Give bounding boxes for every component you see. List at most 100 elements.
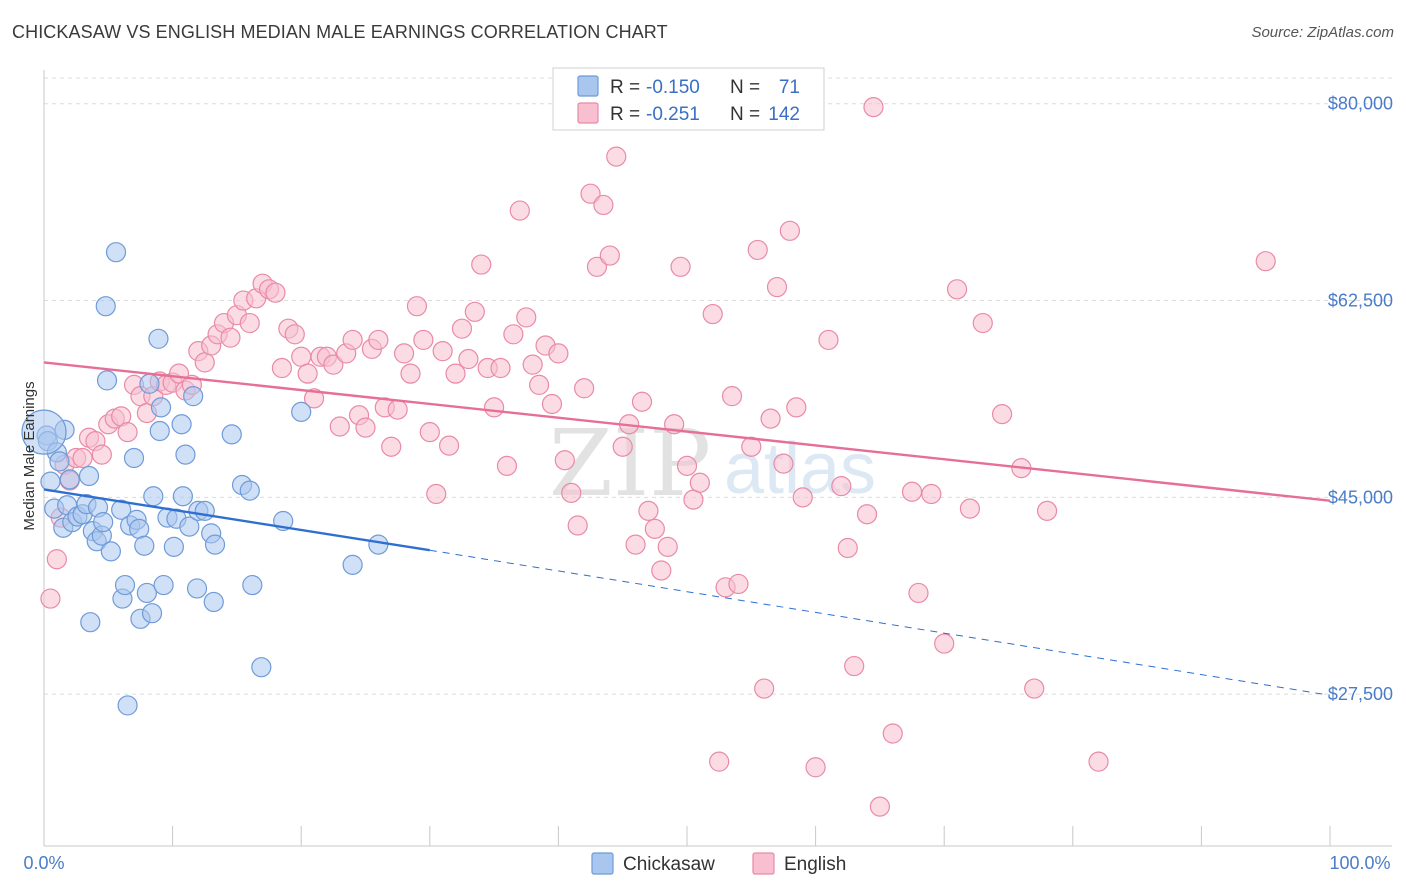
y-tick-labels: $27,500 $45,000 $62,500 $80,000 bbox=[1328, 94, 1393, 704]
english-point-129 bbox=[934, 633, 955, 654]
english-point-135 bbox=[1024, 678, 1045, 699]
chickasaw-point-48 bbox=[175, 444, 196, 465]
english-point-109 bbox=[747, 239, 768, 261]
english-point-108 bbox=[741, 436, 762, 457]
legend-swatch-english bbox=[577, 102, 599, 124]
english-point-87 bbox=[593, 194, 614, 216]
legend-r-label-english: R = bbox=[610, 104, 640, 125]
chickasaw-point-49 bbox=[179, 516, 200, 537]
english-trend-line bbox=[43, 361, 1331, 502]
english-point-67 bbox=[464, 301, 485, 322]
english-point-88 bbox=[599, 245, 620, 266]
chickasaw-series bbox=[21, 242, 389, 716]
english-point-50 bbox=[355, 417, 376, 438]
english-point-120 bbox=[837, 537, 858, 559]
chickasaw-point-35 bbox=[136, 582, 157, 604]
legend-swatch-chickasaw bbox=[577, 75, 599, 97]
legend-r-value-chickasaw: -0.150 bbox=[646, 77, 700, 98]
chickasaw-point-47 bbox=[172, 486, 193, 507]
english-point-42 bbox=[303, 388, 325, 409]
english-point-128 bbox=[921, 483, 942, 505]
chickasaw-point-15 bbox=[80, 612, 101, 633]
english-point-82 bbox=[561, 482, 582, 503]
english-point-81 bbox=[554, 450, 575, 471]
chickasaw-point-56 bbox=[204, 534, 226, 555]
english-point-114 bbox=[779, 220, 800, 241]
chickasaw-point-27 bbox=[114, 574, 136, 596]
english-point-59 bbox=[413, 329, 434, 351]
source-label: Source: ZipAtlas.com bbox=[1251, 24, 1394, 41]
english-point-90 bbox=[612, 436, 633, 457]
chickasaw-point-44 bbox=[163, 536, 184, 557]
english-point-106 bbox=[721, 386, 743, 407]
watermark: ZIP atlas bbox=[549, 410, 876, 517]
english-point-70 bbox=[484, 397, 505, 418]
trend-lines bbox=[43, 361, 1331, 696]
axes bbox=[43, 70, 1392, 847]
english-point-110 bbox=[754, 678, 775, 699]
english-point-52 bbox=[368, 329, 389, 351]
english-point-116 bbox=[792, 487, 813, 508]
english-point-137 bbox=[1088, 751, 1109, 772]
english-point-41 bbox=[297, 363, 318, 384]
chickasaw-point-60 bbox=[242, 574, 263, 596]
chickasaw-point-36 bbox=[139, 373, 160, 394]
english-point-119 bbox=[831, 476, 852, 497]
chickasaw-point-large bbox=[21, 409, 67, 455]
english-point-13 bbox=[117, 422, 138, 443]
english-point-89 bbox=[606, 146, 627, 167]
chickasaw-point-38 bbox=[143, 486, 164, 507]
english-point-61 bbox=[426, 483, 447, 505]
legend-n-label-english: N = bbox=[730, 104, 760, 125]
legend-n-label-chickasaw: N = bbox=[730, 77, 760, 98]
english-point-100 bbox=[676, 455, 698, 476]
chickasaw-point-30 bbox=[123, 447, 145, 469]
english-point-1 bbox=[46, 549, 67, 570]
english-point-25 bbox=[194, 352, 215, 373]
legend-n-value-english: 142 bbox=[768, 104, 800, 125]
english-point-103 bbox=[702, 303, 723, 325]
english-point-36 bbox=[265, 282, 286, 303]
chickasaw-point-34 bbox=[134, 535, 155, 556]
english-point-136 bbox=[1036, 500, 1058, 521]
chickasaw-point-40 bbox=[149, 420, 170, 442]
english-point-99 bbox=[670, 256, 691, 277]
chickasaw-point-65 bbox=[368, 534, 389, 555]
chickasaw-point-21 bbox=[95, 296, 116, 317]
chickasaw-point-22 bbox=[96, 370, 118, 391]
bottom-legend: Chickasaw English bbox=[591, 852, 846, 875]
english-point-66 bbox=[458, 348, 479, 370]
english-point-48 bbox=[342, 329, 363, 351]
y-tick-label-2: $62,500 bbox=[1328, 291, 1393, 311]
english-point-57 bbox=[400, 363, 421, 384]
x-tick-label-max: 100.0% bbox=[1329, 853, 1390, 873]
english-point-123 bbox=[863, 97, 884, 118]
english-point-118 bbox=[818, 329, 839, 351]
english-point-68 bbox=[471, 254, 492, 275]
chickasaw-point-41 bbox=[150, 397, 172, 418]
english-point-121 bbox=[844, 655, 865, 677]
bottom-legend-swatch-chickasaw bbox=[591, 852, 614, 875]
english-point-0 bbox=[40, 588, 61, 609]
english-point-63 bbox=[438, 435, 460, 456]
top-legend: R = -0.150 N = 71 R = -0.251 N = 142 bbox=[552, 67, 825, 131]
english-point-101 bbox=[683, 489, 704, 510]
chart-title: CHICKASAW VS ENGLISH MEDIAN MALE EARNING… bbox=[12, 22, 668, 42]
english-point-55 bbox=[387, 399, 408, 420]
y-tick-label-0: $27,500 bbox=[1328, 684, 1393, 704]
english-point-58 bbox=[406, 296, 428, 317]
english-point-71 bbox=[490, 357, 511, 379]
chickasaw-point-37 bbox=[141, 603, 163, 624]
english-point-9 bbox=[91, 444, 112, 465]
y-tick-label-1: $45,000 bbox=[1328, 487, 1393, 507]
chickasaw-point-20 bbox=[93, 512, 114, 533]
legend-n-value-chickasaw: 71 bbox=[779, 77, 800, 98]
english-point-37 bbox=[271, 357, 293, 379]
english-point-132 bbox=[972, 312, 993, 334]
chickasaw-point-2 bbox=[40, 471, 61, 492]
english-point-111 bbox=[760, 408, 781, 429]
english-point-96 bbox=[651, 560, 672, 581]
chickasaw-point-46 bbox=[171, 414, 192, 435]
english-point-104 bbox=[709, 751, 730, 772]
english-point-75 bbox=[516, 307, 537, 328]
